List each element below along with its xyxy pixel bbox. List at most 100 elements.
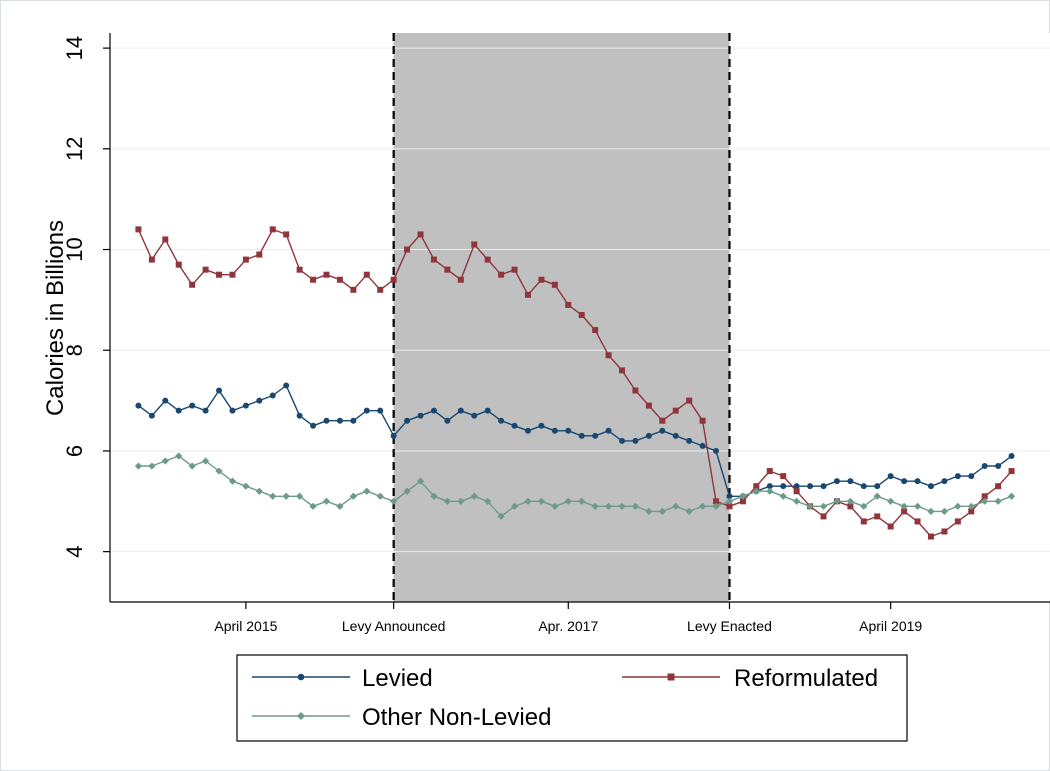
data-point <box>713 498 720 505</box>
data-point <box>874 483 881 490</box>
data-point <box>189 281 196 288</box>
x-tick-label: April 2019 <box>859 618 922 634</box>
data-point <box>551 427 558 434</box>
data-point <box>404 417 411 424</box>
data-point <box>739 492 747 500</box>
data-point <box>672 407 679 414</box>
data-point <box>336 417 343 424</box>
data-point <box>1008 452 1015 459</box>
data-point <box>645 402 652 409</box>
data-point <box>874 513 881 520</box>
data-point <box>148 412 155 419</box>
data-point <box>524 291 531 298</box>
data-point <box>618 502 626 510</box>
data-point <box>201 457 210 465</box>
data-point <box>229 271 236 278</box>
data-point <box>604 502 613 510</box>
data-point <box>645 507 653 515</box>
data-point <box>296 266 303 273</box>
data-point <box>968 473 975 480</box>
y-tick-label: 8 <box>62 344 87 356</box>
data-point <box>497 512 505 520</box>
data-point <box>202 266 209 273</box>
data-point <box>202 407 209 414</box>
legend-marker-other-non-levied <box>297 712 305 720</box>
y-tick-label: 4 <box>62 546 87 558</box>
series-levied <box>135 382 1015 500</box>
x-tick-label: Levy Announced <box>342 618 446 634</box>
data-point <box>779 492 787 500</box>
data-point <box>927 533 934 540</box>
shaded-region <box>393 33 730 602</box>
data-point <box>752 487 760 495</box>
data-point <box>471 241 478 248</box>
data-point <box>269 392 276 399</box>
data-point <box>927 483 934 490</box>
data-point <box>175 452 183 460</box>
y-axis-title: Calories in Billions <box>42 220 69 416</box>
data-point <box>685 507 693 515</box>
data-point <box>188 462 196 470</box>
data-point <box>134 462 143 470</box>
data-point <box>954 502 962 510</box>
data-point <box>175 261 182 268</box>
data-point <box>283 231 290 238</box>
data-point <box>524 497 532 505</box>
data-point <box>216 387 223 394</box>
data-point <box>901 508 908 515</box>
data-point <box>995 483 1002 490</box>
data-point <box>390 432 397 439</box>
x-tick-label: Levy Enacted <box>687 618 772 634</box>
legend-label-other-non-levied: Other Non-Levied <box>362 704 551 731</box>
data-point <box>819 502 828 510</box>
data-point <box>591 502 599 510</box>
data-point <box>511 422 518 429</box>
data-point <box>498 417 505 424</box>
data-point <box>780 473 787 480</box>
data-point <box>766 487 774 495</box>
data-point <box>820 483 827 490</box>
data-point <box>712 502 720 510</box>
data-point <box>377 286 384 293</box>
data-point <box>672 502 680 510</box>
data-point <box>416 477 425 485</box>
data-point <box>833 497 841 505</box>
data-point <box>941 528 948 535</box>
data-point <box>807 483 814 490</box>
data-point <box>981 493 988 500</box>
data-point <box>256 251 263 258</box>
data-point <box>726 503 733 510</box>
data-point <box>846 497 854 505</box>
data-point <box>390 497 398 505</box>
data-point <box>1007 492 1016 500</box>
data-point <box>484 497 492 505</box>
data-point <box>403 487 411 495</box>
data-point <box>713 447 720 454</box>
legend-marker-levied <box>297 673 305 681</box>
data-point <box>471 412 478 419</box>
data-point <box>175 407 182 414</box>
data-point <box>404 246 411 253</box>
data-point <box>766 468 773 475</box>
y-tick-label: 12 <box>62 137 87 161</box>
data-point <box>913 502 922 510</box>
data-point <box>578 311 585 318</box>
data-point <box>1008 468 1015 475</box>
data-point <box>658 507 666 515</box>
data-point <box>484 407 491 414</box>
data-point <box>336 502 344 510</box>
data-point <box>255 487 263 495</box>
data-point <box>390 276 397 283</box>
data-point <box>631 502 640 510</box>
data-point <box>565 427 572 434</box>
data-point <box>242 256 249 263</box>
data-point <box>363 407 370 414</box>
data-point <box>282 492 290 500</box>
data-point <box>524 427 531 434</box>
data-point <box>726 493 733 500</box>
data-point <box>914 478 921 485</box>
data-point <box>215 467 223 475</box>
data-point <box>954 473 961 480</box>
data-point <box>322 497 331 505</box>
